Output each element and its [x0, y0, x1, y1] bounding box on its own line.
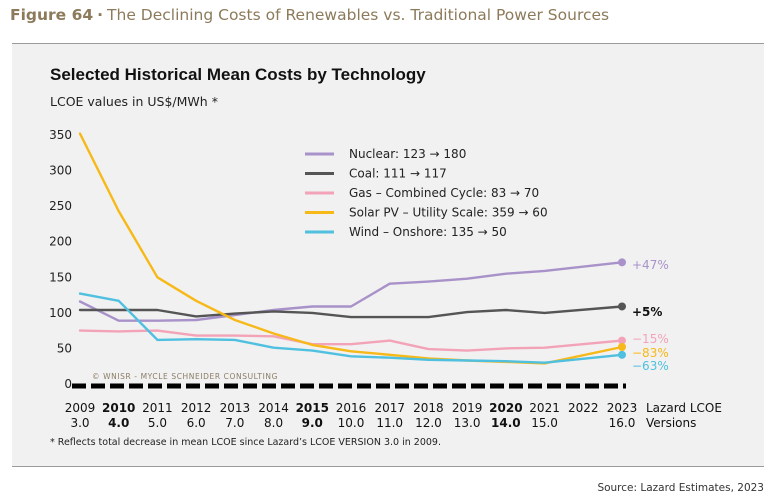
y-tick-label: 300 [49, 164, 72, 178]
x-tick-label: 2018 [413, 401, 444, 415]
version-label: 9.0 [302, 416, 323, 430]
version-label: 12.0 [415, 416, 442, 430]
y-tick-label: 100 [49, 306, 72, 320]
series-end-point-0 [618, 258, 626, 267]
series-end-label-2: −15% [632, 332, 669, 346]
x-tick-label: 2017 [374, 401, 405, 415]
series-line-1 [78, 305, 624, 319]
figure-title: The Declining Costs of Renewables vs. Tr… [107, 6, 610, 24]
series-end-point-2 [618, 336, 626, 345]
version-label: 11.0 [376, 416, 403, 430]
series-end-label-1: +5% [632, 305, 662, 319]
version-label: 16.0 [609, 416, 636, 430]
series-line-2 [78, 329, 624, 352]
chart-title: Selected Historical Mean Costs by Techno… [50, 65, 426, 84]
chart-subtitle: LCOE values in US$/MWh * [50, 94, 218, 109]
x-tick-label: 2012 [181, 401, 212, 415]
legend-label-2: Gas – Combined Cycle: 83 → 70 [349, 186, 539, 200]
series-line-0 [78, 261, 624, 322]
series-end-point-1 [618, 302, 626, 311]
version-label: 3.0 [70, 416, 89, 430]
x-tick-label: 2013 [220, 401, 251, 415]
figure-label: Figure 64 [10, 6, 94, 24]
footnote: * Reflects total decrease in mean LCOE s… [50, 437, 441, 448]
series-end-point-3 [618, 343, 626, 352]
x-tick-label: 2010 [102, 401, 135, 415]
bottom-rule [12, 466, 764, 467]
x-tick-label: 2009 [65, 401, 96, 415]
x-tick-label: 2021 [529, 401, 560, 415]
y-tick-label: 150 [49, 270, 72, 284]
x-tick-label: 2023 [607, 401, 638, 415]
x-tick-label: 2016 [336, 401, 367, 415]
chart-panel [12, 44, 764, 466]
y-tick-label: 350 [49, 128, 72, 142]
series-end-label-3: −83% [632, 346, 669, 360]
series-end-label-4: −63% [632, 359, 669, 373]
version-label: 14.0 [491, 416, 521, 430]
y-tick-label: 0 [64, 377, 72, 391]
x-tick-label: 2011 [142, 401, 173, 415]
version-label: 15.0 [531, 416, 558, 430]
x-tick-label: 2022 [568, 401, 599, 415]
legend-label-1: Coal: 111 → 117 [349, 167, 447, 181]
version-label: 4.0 [108, 416, 129, 430]
series-line-4 [78, 292, 624, 364]
y-tick-label: 250 [49, 199, 72, 213]
version-axis-label: Versions [646, 416, 696, 430]
x-tick-label: 2019 [452, 401, 483, 415]
version-label: 13.0 [454, 416, 481, 430]
legend-label-0: Nuclear: 123 → 180 [349, 147, 466, 161]
figure-separator: · [97, 6, 104, 24]
x-axis-label: Lazard LCOE [646, 401, 722, 415]
series-end-label-0: +47% [632, 258, 669, 272]
y-tick-label: 200 [49, 235, 72, 249]
figure-header: Figure 64 · The Declining Costs of Renewab… [10, 6, 609, 24]
version-label: 6.0 [187, 416, 206, 430]
version-label: 8.0 [264, 416, 283, 430]
x-tick-label: 2015 [296, 401, 329, 415]
series-end-point-4 [618, 350, 626, 359]
watermark-text: © WNISR - MYCLE SCHNEIDER CONSULTING [92, 372, 278, 381]
version-label: 7.0 [225, 416, 244, 430]
source-note: Source: Lazard Estimates, 2023 [597, 482, 764, 494]
y-tick-label: 50 [57, 341, 72, 355]
version-label: 10.0 [338, 416, 365, 430]
x-tick-label: 2014 [258, 401, 289, 415]
legend-label-3: Solar PV – Utility Scale: 359 → 60 [349, 206, 548, 220]
x-tick-label: 2020 [489, 401, 522, 415]
version-label: 5.0 [148, 416, 167, 430]
legend-label-4: Wind – Onshore: 135 → 50 [349, 225, 507, 239]
top-rule [12, 43, 764, 44]
